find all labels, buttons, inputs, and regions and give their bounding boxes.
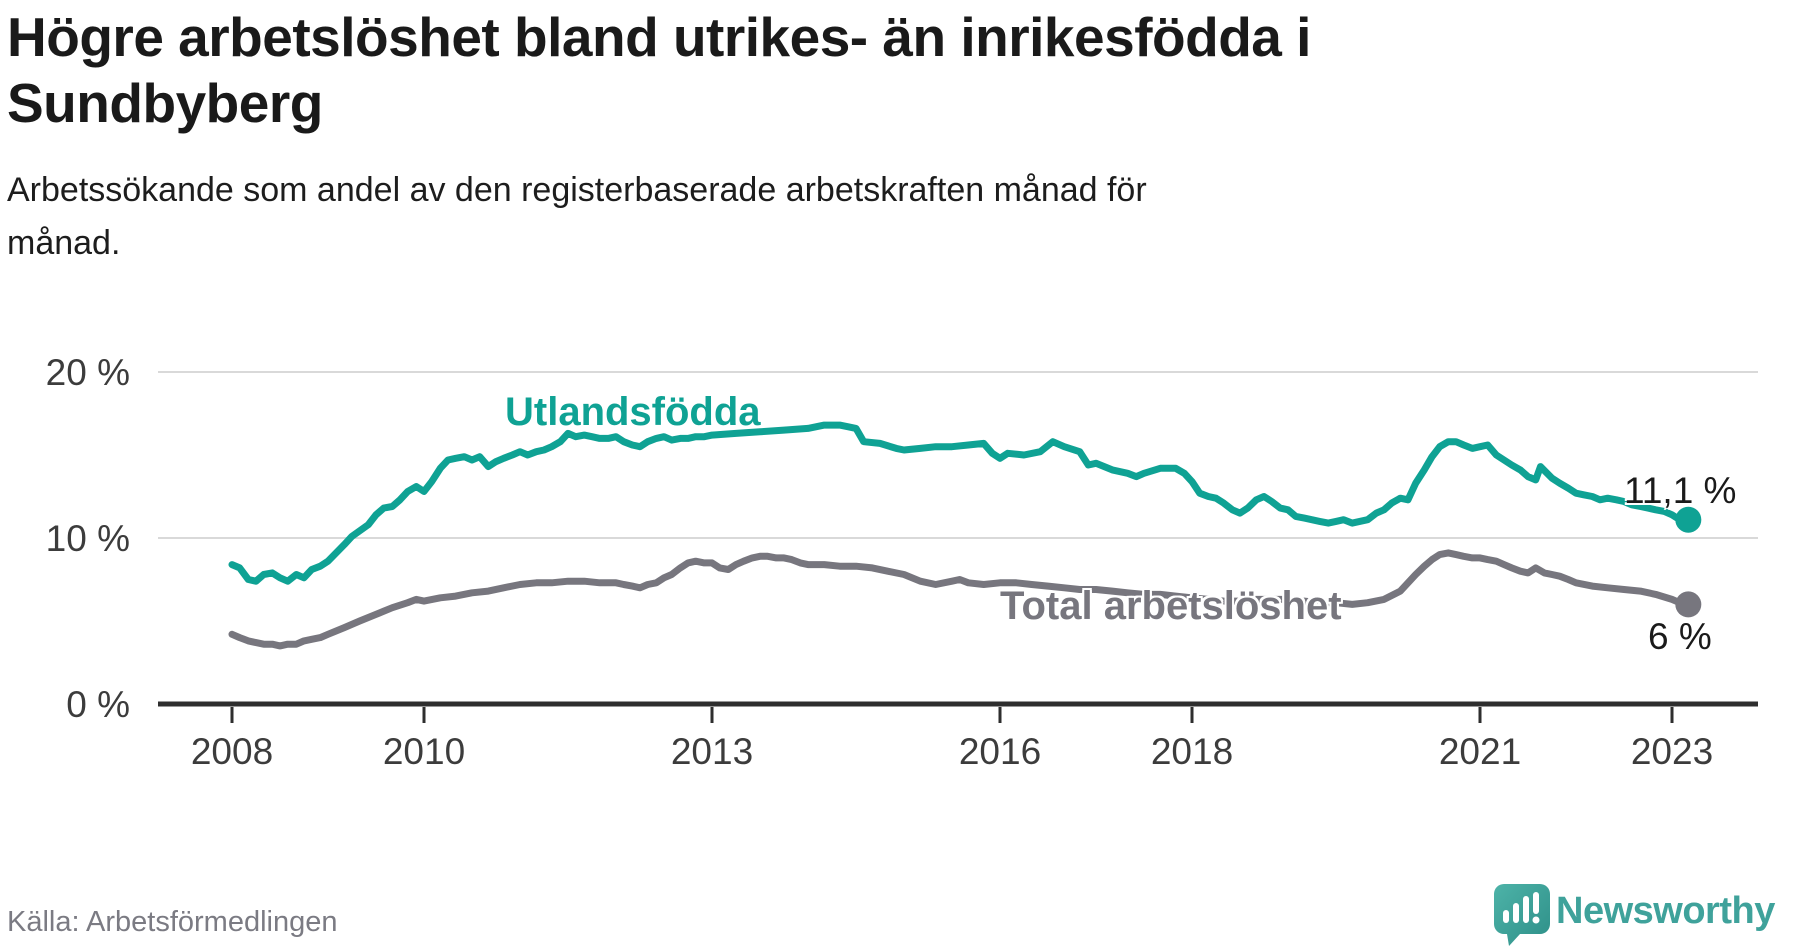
x-axis-tick-label: 2023 bbox=[1631, 731, 1713, 772]
logo-bar-1 bbox=[1503, 910, 1509, 923]
series-label-total-arbetsloshet: Total arbetslöshet bbox=[1000, 584, 1342, 628]
series-end-dot-0 bbox=[1675, 506, 1702, 533]
series-end-dot-1 bbox=[1675, 591, 1702, 618]
page-subtitle: Arbetssökande som andel av den registerb… bbox=[7, 171, 1147, 262]
logo-bar-2 bbox=[1513, 903, 1519, 923]
newsworthy-logo-text: Newsworthy bbox=[1556, 890, 1775, 932]
end-value-label-utlandsfodda: 11,1 % bbox=[1624, 470, 1737, 511]
source-attribution: Källa: Arbetsförmedlingen bbox=[7, 906, 338, 938]
speech-bubble-shape bbox=[1494, 884, 1550, 946]
x-axis-tick-label: 2010 bbox=[383, 731, 465, 772]
end-value-label-total: 6 % bbox=[1648, 616, 1712, 657]
series-label-utlandsfodda: Utlandsfödda bbox=[505, 390, 761, 434]
page-title: Högre arbetslöshet bland utrikes- än inr… bbox=[7, 6, 1311, 134]
logo-bar-3 bbox=[1523, 896, 1529, 923]
series-line-1 bbox=[228, 549, 1692, 650]
logo-exclamation-dot bbox=[1532, 916, 1540, 924]
y-axis-tick-label: 20 % bbox=[46, 352, 130, 393]
x-axis-tick-label: 2008 bbox=[191, 731, 273, 772]
x-axis-tick-label: 2021 bbox=[1439, 731, 1521, 772]
y-axis-tick-label: 0 % bbox=[66, 684, 130, 725]
y-axis-tick-label: 10 % bbox=[46, 518, 130, 559]
x-axis-tick-label: 2018 bbox=[1151, 731, 1233, 772]
x-axis-tick-label: 2016 bbox=[959, 731, 1041, 772]
newsworthy-logo-icon bbox=[1494, 884, 1550, 946]
series-line-0 bbox=[228, 421, 1692, 585]
logo-exclamation-bar bbox=[1533, 892, 1539, 914]
x-axis-tick-label: 2013 bbox=[671, 731, 753, 772]
